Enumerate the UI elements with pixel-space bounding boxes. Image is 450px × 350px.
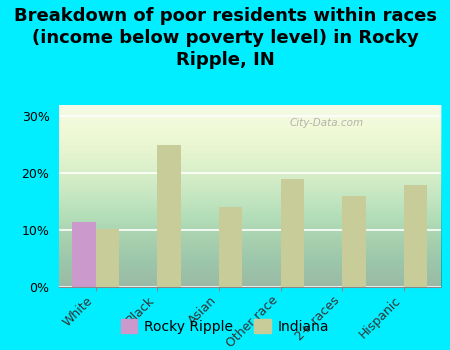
Text: City-Data.com: City-Data.com (289, 118, 363, 128)
Bar (219, 207, 243, 287)
Legend: Rocky Ripple, Indiana: Rocky Ripple, Indiana (115, 314, 335, 340)
Bar (404, 185, 428, 287)
Bar (157, 145, 180, 287)
Text: Breakdown of poor residents within races
(income below poverty level) in Rocky
R: Breakdown of poor residents within races… (14, 7, 436, 69)
Bar (95, 229, 119, 287)
Bar (72, 222, 95, 287)
Bar (342, 196, 366, 287)
Bar (281, 179, 304, 287)
